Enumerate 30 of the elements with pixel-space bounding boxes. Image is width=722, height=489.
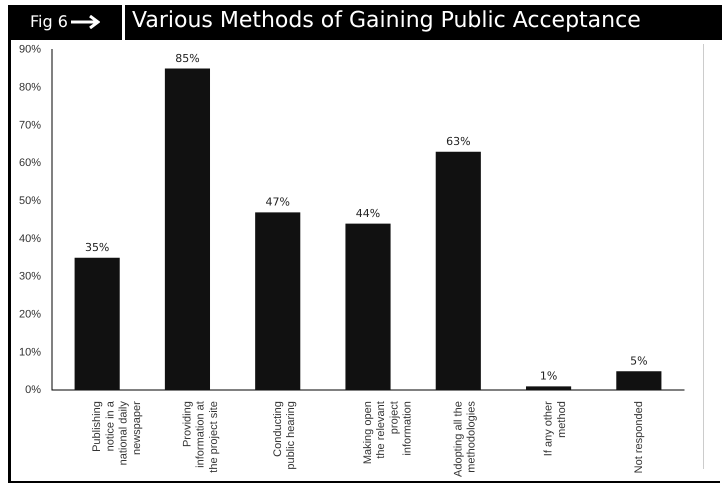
- y-tick-label: 50%: [18, 194, 42, 207]
- y-tick-label: 10%: [18, 346, 42, 358]
- y-tick-label: 40%: [18, 232, 42, 245]
- caption: Fig 6: [30, 12, 68, 31]
- data-label: 63%: [446, 135, 471, 148]
- x-tick-label: Publishing notice in a national daily newspaper: [91, 400, 143, 466]
- x-tick-label: Making open the relevant project information: [362, 401, 414, 464]
- x-tick-label: Not responded: [632, 401, 645, 474]
- bar: [616, 371, 662, 390]
- x-tick-label: If any other method: [542, 400, 568, 456]
- chart-title: Various Methods of Gaining Public Acceptance: [132, 8, 641, 33]
- y-tick-label: 90%: [18, 44, 42, 56]
- bar: [345, 224, 391, 390]
- y-tick-label: 20%: [18, 308, 42, 321]
- bar: [526, 386, 572, 390]
- y-tick-label: 0%: [25, 384, 42, 396]
- bar: [74, 258, 120, 390]
- y-tick-label: 60%: [18, 157, 42, 170]
- bar: [436, 152, 481, 390]
- data-label: 35%: [84, 241, 110, 254]
- data-label: 85%: [175, 52, 200, 65]
- bar: [164, 68, 210, 390]
- data-label: 5%: [630, 354, 648, 368]
- data-label: 47%: [266, 196, 290, 209]
- data-label: 44%: [356, 207, 380, 220]
- bar: [255, 212, 300, 390]
- data-label: 1%: [540, 370, 558, 383]
- y-tick-label: 70%: [18, 119, 42, 132]
- y-tick-label: 30%: [18, 270, 42, 283]
- y-tick-label: 80%: [18, 81, 42, 94]
